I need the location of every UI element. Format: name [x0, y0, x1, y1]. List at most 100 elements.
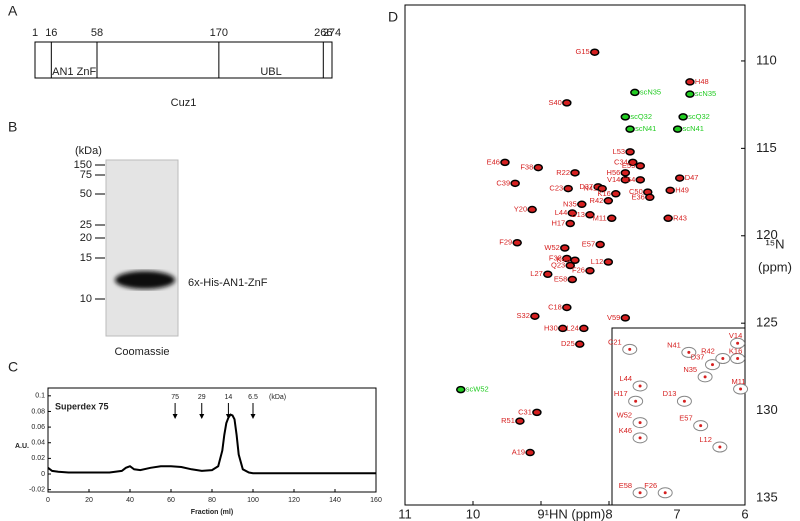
peak-label: scQ32	[630, 112, 652, 121]
peak-label: V59	[607, 313, 620, 322]
peak	[577, 200, 587, 209]
inset-peak-label: N35	[683, 365, 697, 374]
peak	[620, 113, 631, 121]
y-tick-label: 110	[756, 52, 777, 67]
peak-label: scN41	[683, 124, 704, 133]
peak-label: H56	[607, 168, 621, 177]
x-tick-label: 8	[605, 506, 612, 521]
peak	[674, 174, 685, 182]
peak	[628, 158, 638, 167]
peak-label: F26	[572, 266, 585, 275]
peak-label: Q23	[551, 260, 565, 269]
inset-peak-label: K16	[729, 347, 742, 356]
inset-peak-center	[638, 491, 642, 495]
peak-label: H30	[544, 323, 558, 332]
gel-band	[115, 271, 175, 289]
peak-label: F38	[549, 253, 562, 262]
peak	[560, 244, 570, 252]
x-tick-label: 9	[537, 506, 544, 521]
ladder-label: 50	[80, 188, 92, 200]
inset-peak-center	[638, 384, 642, 388]
peak	[456, 385, 466, 394]
ladder-label: 10	[80, 293, 92, 305]
inset-peak-label: D13	[663, 389, 677, 398]
inset-peak-label: K46	[619, 426, 632, 435]
inset-peak-label: L44	[620, 374, 633, 383]
protein-name: Cuz1	[171, 97, 197, 109]
peak-label: C50	[629, 187, 643, 196]
inset-peak-label: R42	[701, 347, 715, 356]
peak-label: N35	[563, 199, 577, 208]
inset-peak-label: V14	[729, 331, 742, 340]
x-tick-label: 100	[247, 497, 259, 504]
inset-peak-label: E58	[619, 481, 632, 490]
peak-label: F29	[499, 238, 512, 247]
peak	[532, 408, 542, 417]
y-tick-label: 125	[756, 315, 778, 330]
peak-label: R42	[590, 196, 604, 205]
peak	[562, 303, 572, 312]
marker-label: 14	[225, 394, 233, 401]
peak-label: E36	[631, 192, 644, 201]
peak-label: M11	[593, 213, 607, 222]
peak	[533, 163, 544, 172]
peak	[672, 125, 683, 133]
peak-label: L27	[530, 269, 543, 278]
y-tick-label: 0.1	[35, 393, 45, 400]
peak	[597, 184, 607, 193]
ladder-unit: (kDa)	[75, 145, 102, 157]
peak	[603, 258, 614, 266]
peak	[685, 90, 695, 98]
inset-peak-label: N41	[667, 340, 681, 349]
peak-label: E55	[622, 161, 635, 170]
peak	[543, 270, 553, 278]
peak-label: K16	[597, 189, 610, 198]
marker-arrowhead	[199, 414, 205, 419]
residue-number: 274	[323, 27, 341, 39]
domain-label: UBL	[260, 66, 281, 78]
peak-label: R22	[556, 168, 570, 177]
inset-peak-center	[718, 445, 722, 449]
x-tick-label: 11	[398, 506, 412, 521]
residue-number: 1	[32, 27, 38, 39]
peak-label: L12	[591, 257, 604, 266]
peak	[500, 158, 510, 167]
peak	[589, 48, 600, 56]
peak	[575, 340, 585, 348]
y-tick-label: 0.04	[31, 440, 45, 447]
x-tick-label: 160	[370, 497, 382, 504]
residue-number: 58	[91, 27, 103, 39]
peak	[567, 275, 578, 284]
x-tick-label: 6	[741, 506, 748, 521]
y-axis-unit: (ppm)	[758, 259, 792, 274]
inset-peak-center	[638, 436, 642, 440]
x-axis-label: Fraction (ml)	[191, 509, 233, 516]
peak	[515, 417, 525, 425]
peak	[565, 219, 575, 228]
inset-peak-center	[699, 424, 703, 428]
inset-peak-center	[687, 350, 691, 354]
peak	[558, 324, 568, 333]
y-tick-label: 115	[756, 140, 777, 155]
inset-peak-label: M11	[732, 377, 746, 386]
y-tick-label: 0.02	[31, 455, 45, 462]
peak	[567, 209, 578, 217]
peak-label: C23	[549, 184, 563, 193]
peak	[635, 176, 646, 184]
inset-peak-center	[628, 347, 632, 351]
peak	[645, 193, 655, 202]
peak	[527, 205, 537, 214]
ladder-label: 20	[80, 232, 92, 244]
chart-title: Superdex 75	[55, 401, 109, 411]
inset-peak-center	[710, 363, 714, 367]
peak	[625, 148, 635, 156]
x-tick-label: 120	[288, 497, 300, 504]
peak-label: C31	[518, 407, 532, 416]
peak-label: scQ32	[688, 112, 710, 121]
peak	[620, 176, 631, 184]
residue-number: 266	[314, 27, 332, 39]
peak-label: K46	[557, 255, 570, 264]
peak	[570, 256, 580, 264]
peak	[630, 88, 640, 97]
x-axis-label: ¹HN (ppm)	[545, 506, 606, 521]
